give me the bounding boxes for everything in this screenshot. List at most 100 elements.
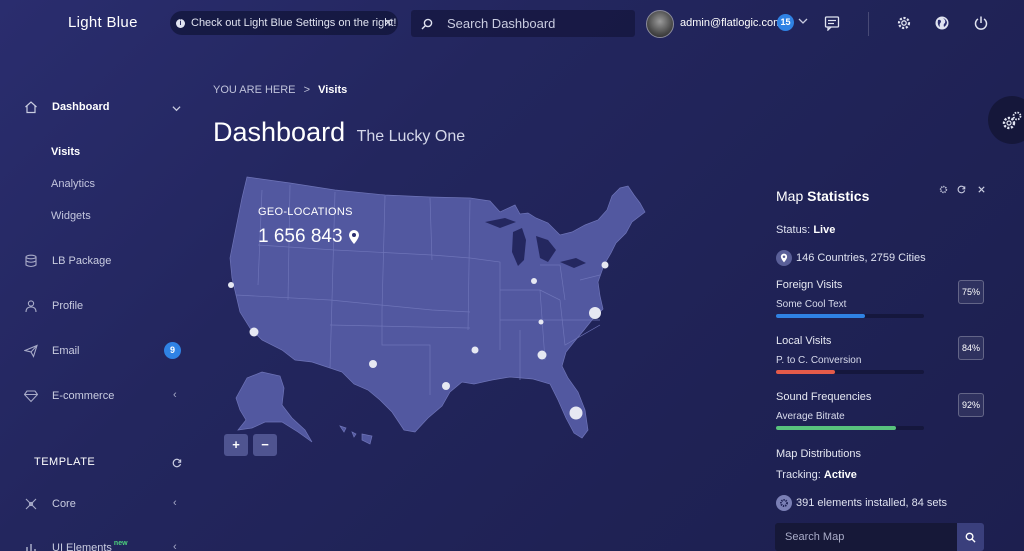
usa-map[interactable] (210, 168, 650, 448)
gear-icon (776, 495, 792, 511)
notifications-badge[interactable]: 15 (777, 14, 794, 31)
settings-panel-toggle[interactable] (988, 96, 1024, 144)
sidebar-item-dashboard[interactable]: Dashboard (24, 100, 109, 114)
usa-map-states (229, 176, 646, 445)
map-statistics-title-prefix: Map (776, 188, 804, 204)
paper-plane-icon (24, 344, 38, 358)
sidebar-item-ecommerce[interactable]: E-commerce (24, 389, 114, 403)
page-title-text: Dashboard (213, 117, 346, 147)
zoom-in-button[interactable]: + (224, 434, 248, 456)
local-visits-percent: 84% (958, 336, 984, 360)
sidebar-item-label: Profile (52, 300, 84, 312)
map-search-input[interactable]: Search Map (775, 523, 957, 551)
tracking-label: Tracking: (776, 469, 821, 481)
sound-frequencies-percent: 92% (958, 393, 984, 417)
home-icon (25, 101, 37, 114)
status-line: Status: Live (776, 224, 835, 236)
grid-icon (25, 498, 37, 510)
user-icon (25, 300, 37, 313)
tracking-line: Tracking: Active (776, 469, 857, 481)
sidebar-item-profile[interactable]: Profile (24, 299, 83, 313)
map-marker (531, 278, 537, 284)
avatar[interactable] (646, 10, 674, 38)
settings-icon[interactable] (896, 15, 912, 31)
messages-icon[interactable] (824, 15, 840, 31)
widget-close-icon[interactable] (977, 185, 986, 194)
chevron-left-icon[interactable]: ‹ (173, 541, 177, 551)
foreign-visits-progress (776, 314, 924, 318)
widget-settings-icon[interactable] (939, 185, 948, 194)
installed-elements-text: 391 elements installed, 84 sets (796, 497, 948, 509)
breadcrumb-separator: > (303, 84, 311, 96)
geo-locations-number: 1 656 843 (258, 226, 343, 247)
gears-icon (1002, 111, 1022, 130)
map-marker (369, 360, 377, 368)
settings-notice: i Check out Light Blue Settings on the r… (170, 11, 398, 35)
local-visits-progress (776, 370, 924, 374)
sidebar-subitem-widgets[interactable]: Widgets (51, 210, 91, 222)
sidebar-subitem-analytics[interactable]: Analytics (51, 178, 96, 190)
map-marker (442, 382, 450, 390)
geo-locations-label: GEO-LOCATIONS (258, 206, 353, 218)
progress-fill (776, 370, 836, 374)
chevron-down-icon[interactable] (798, 16, 808, 26)
local-visits-label: Local Visits (776, 335, 832, 347)
map-marker-icon (776, 250, 792, 266)
section-title-template: TEMPLATE (34, 456, 96, 468)
info-icon: i (176, 18, 185, 28)
map-marker (537, 350, 547, 360)
dashboard-search-input[interactable]: Search Dashboard (411, 10, 635, 37)
progress-fill (776, 314, 865, 318)
diamond-icon (24, 390, 38, 403)
map-marker (471, 346, 479, 354)
power-icon[interactable] (973, 15, 989, 31)
map-search-button[interactable] (957, 523, 984, 551)
chevron-down-icon[interactable] (172, 104, 181, 113)
user-email[interactable]: admin@flatlogic.com (680, 17, 783, 29)
chevron-left-icon[interactable]: ‹ (173, 497, 177, 509)
status-label: Status: (776, 224, 811, 236)
sidebar-item-label: E-commerce (52, 390, 115, 402)
progress-fill (776, 426, 896, 430)
chevron-left-icon[interactable]: ‹ (173, 389, 177, 401)
foreign-visits-percent: 75% (958, 280, 984, 304)
sidebar-item-ui-elements[interactable]: UI Elements new (24, 540, 128, 551)
email-count-badge: 9 (164, 342, 181, 359)
map-marker (569, 406, 583, 420)
search-placeholder: Search Dashboard (447, 16, 556, 31)
bar-chart-icon (26, 544, 36, 551)
breadcrumb: YOU ARE HERE > Visits (213, 84, 347, 96)
page-subtitle: The Lucky One (356, 128, 466, 145)
status-value: Live (813, 224, 836, 236)
tracking-value: Active (823, 469, 857, 481)
sidebar-item-core[interactable]: Core (24, 497, 76, 511)
widget-refresh-icon[interactable] (957, 185, 966, 194)
map-marker (538, 319, 544, 325)
header-divider (868, 12, 869, 36)
map-pin-icon (348, 230, 359, 244)
map-marker (228, 282, 234, 288)
refresh-icon[interactable] (172, 458, 182, 468)
sound-frequencies-label: Sound Frequencies (776, 391, 872, 403)
close-notice-icon[interactable]: × (383, 14, 392, 30)
sidebar-item-email[interactable]: Email (24, 344, 80, 358)
map-marker (249, 327, 259, 337)
sidebar-item-label: UI Elements (52, 542, 112, 551)
sidebar-item-label: Dashboard (52, 101, 110, 113)
foreign-visits-sublabel: Some Cool Text (776, 299, 847, 310)
page-title: Dashboard The Lucky One (213, 117, 465, 148)
sidebar-item-label: Email (52, 345, 80, 357)
zoom-out-button[interactable]: − (253, 434, 277, 456)
geo-locations-value: 1 656 843 (258, 226, 360, 248)
brand-logo[interactable]: Light Blue (68, 14, 138, 31)
search-icon (421, 18, 433, 29)
map-marker (601, 261, 609, 269)
countries-cities-text: 146 Countries, 2759 Cities (796, 252, 926, 264)
globe-icon[interactable] (934, 15, 950, 31)
sidebar-subitem-visits[interactable]: Visits (51, 146, 81, 158)
sound-frequencies-sublabel: Average Bitrate (776, 411, 845, 422)
search-icon (965, 532, 976, 543)
sidebar-item-lb-package[interactable]: LB Package (24, 254, 111, 268)
map-statistics-title: Map Statistics (776, 188, 869, 204)
sidebar-item-label: LB Package (52, 255, 112, 267)
